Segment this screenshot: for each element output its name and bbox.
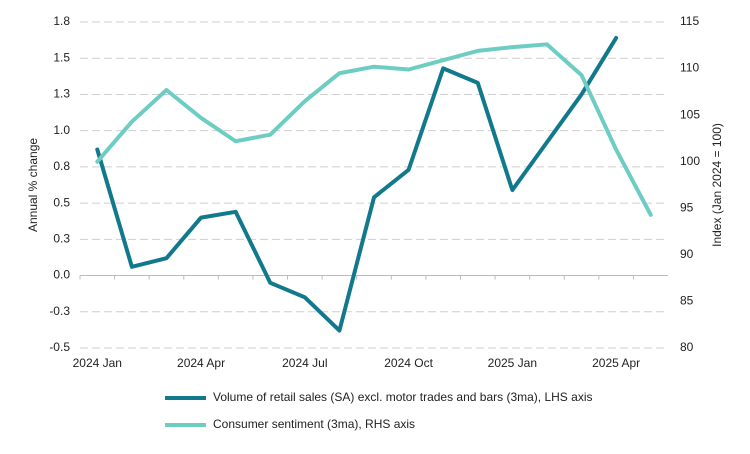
y-tick-label: -0.3	[49, 304, 70, 318]
y2-tick-label: 115	[680, 14, 699, 28]
y-tick-label: 1.8	[53, 14, 70, 28]
y2-tick-label: 90	[680, 247, 694, 261]
legend-label: Volume of retail sales (SA) excl. motor …	[213, 390, 592, 404]
y-axis-label: Annual % change	[26, 138, 40, 232]
legend-label: Consumer sentiment (3ma), RHS axis	[213, 417, 415, 431]
y2-tick-label: 80	[680, 340, 694, 354]
series-line	[95, 35, 619, 333]
y2-tick-label: 100	[680, 154, 700, 168]
y-tick-label: 0.5	[53, 195, 70, 209]
y2-tick-label: 105	[680, 107, 700, 121]
y2-axis-label: Index (Jan 2024 = 100)	[710, 123, 724, 247]
y2-tick-label: 110	[680, 61, 699, 75]
y-tick-label: -0.5	[49, 340, 70, 354]
x-tick-label: 2024 Apr	[177, 356, 225, 370]
y-tick-label: 1.3	[53, 87, 70, 101]
y-tick-label: 0.0	[53, 268, 70, 282]
x-tick-label: 2024 Jan	[73, 356, 122, 370]
y2-tick-label: 85	[680, 294, 694, 308]
x-tick-label: 2024 Jul	[282, 356, 327, 370]
y-tick-label: 0.8	[53, 159, 70, 173]
y-tick-label: 1.0	[53, 123, 70, 137]
x-tick-label: 2025 Jan	[488, 356, 537, 370]
series-line	[95, 42, 653, 217]
y-tick-label: 1.5	[53, 50, 70, 64]
x-tick-label: 2024 Oct	[384, 356, 433, 370]
y-tick-label: 0.3	[53, 232, 70, 246]
x-tick-label: 2025 Apr	[592, 356, 640, 370]
y2-tick-label: 95	[680, 200, 694, 214]
